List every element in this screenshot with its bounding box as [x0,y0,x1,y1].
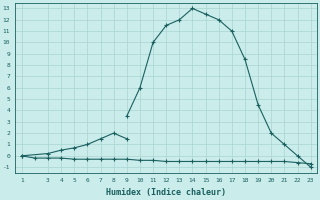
X-axis label: Humidex (Indice chaleur): Humidex (Indice chaleur) [106,188,226,197]
